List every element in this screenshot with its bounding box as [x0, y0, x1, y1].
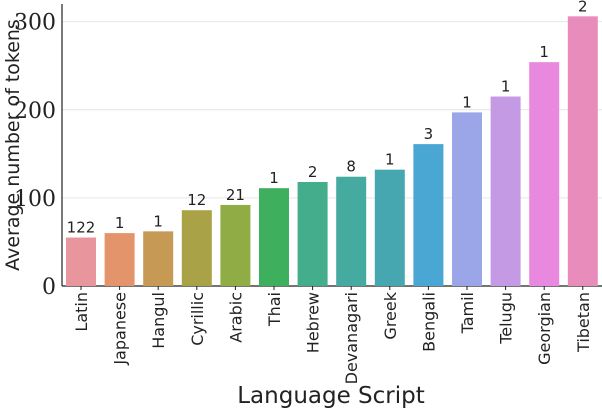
bar-count-label: 122 [67, 219, 96, 237]
x-tick-label: Hebrew [304, 292, 323, 353]
bar-greek [374, 169, 405, 286]
x-tick-labels: Latin Japanese Hangul Cyrillic Arabic Thai Heb… [72, 291, 593, 384]
x-tick-label: Tamil [458, 292, 477, 334]
y-tick-label: 100 [14, 187, 56, 212]
bar-count-label: 8 [346, 158, 356, 176]
y-tick-label: 0 [42, 275, 56, 300]
bar-count-label: 1 [115, 214, 125, 232]
x-tick-label: Arabic [226, 292, 245, 343]
x-tick-label: Latin [72, 292, 91, 332]
y-tick-labels: 0 100 200 300 [14, 11, 56, 300]
x-tick-label: Georgian [535, 292, 554, 365]
y-axis-title: Average number of tokens [2, 19, 24, 271]
bar-hebrew [297, 182, 328, 286]
grid-lines [62, 21, 602, 199]
bar-count-label: 2 [578, 0, 588, 15]
bar-count-label: 1 [153, 212, 163, 230]
bar-tamil [452, 112, 482, 286]
bar-latin [66, 237, 96, 286]
y-tick-label: 300 [14, 11, 56, 36]
x-tick-label: Greek [381, 291, 400, 339]
bar-count-label: 12 [187, 191, 206, 209]
bar-bengali [413, 144, 444, 286]
x-tick-label: Japanese [111, 292, 130, 366]
bars [66, 16, 598, 287]
x-tick-label: Cyrillic [188, 292, 207, 346]
bar-count-label: 1 [462, 93, 472, 111]
bar-count-label: 1 [385, 151, 395, 169]
x-tick-label: Hangul [149, 292, 168, 349]
bar-count-label: 3 [424, 125, 434, 143]
bar-count-label: 21 [226, 186, 245, 204]
x-tick-label: Thai [265, 292, 284, 327]
bar-count-label: 1 [539, 43, 549, 61]
bar-georgian [529, 62, 560, 286]
bar-hangul [143, 231, 174, 286]
bar-count-label: 1 [501, 78, 511, 96]
bar-telugu [490, 96, 521, 286]
bar-japanese [104, 233, 135, 286]
bar-cyrillic [181, 210, 212, 286]
x-tick-label: Telugu [497, 292, 516, 345]
bar-devanagari [336, 176, 367, 286]
x-tick-label: Devanagari [342, 292, 361, 384]
x-axis-title: Language Script [237, 383, 425, 408]
bar-thai [259, 188, 289, 286]
bar-tibetan [567, 16, 598, 287]
y-tick-label: 200 [14, 99, 56, 124]
axes [61, 4, 602, 290]
x-tick-label: Bengali [419, 292, 438, 352]
bar-count-label: 2 [308, 163, 318, 181]
bar-arabic [220, 204, 251, 286]
x-tick-label: Tibetan [574, 292, 593, 353]
bar-count-label: 1 [269, 169, 279, 187]
